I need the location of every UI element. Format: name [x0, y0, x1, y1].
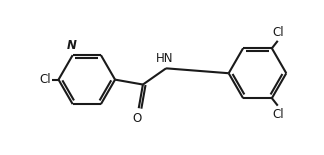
Text: Cl: Cl — [272, 108, 284, 121]
Text: O: O — [133, 113, 142, 126]
Text: Cl: Cl — [272, 26, 284, 39]
Text: HN: HN — [156, 52, 174, 65]
Text: N: N — [67, 39, 76, 52]
Text: Cl: Cl — [40, 73, 51, 86]
